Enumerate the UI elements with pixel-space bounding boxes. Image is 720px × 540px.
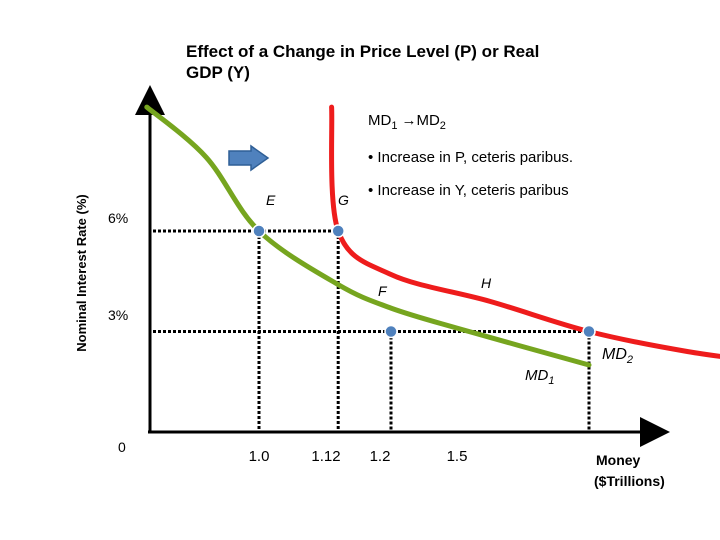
chart-title-line1: Effect of a Change in Price Level (P) or… xyxy=(186,42,540,61)
point-g xyxy=(331,224,345,238)
md1-label-sub: 1 xyxy=(548,375,554,387)
point-e xyxy=(252,224,266,238)
point-label-g: G xyxy=(338,192,349,208)
y-tick-label-0: 0 xyxy=(118,439,126,455)
x-tick-label-1-5: 1.5 xyxy=(447,448,468,465)
point-label-h: H xyxy=(481,275,492,291)
md1-curve-label: MD1 xyxy=(525,367,554,387)
shift-arrow: → xyxy=(401,112,416,129)
bullet-increase-p: • Increase in P, ceteris paribus. xyxy=(368,149,573,166)
x-tick-label-1-2: 1.2 xyxy=(370,448,391,465)
demand-curves xyxy=(144,104,720,368)
point-label-e: E xyxy=(266,192,276,208)
shift-label-md2: MD xyxy=(416,112,439,129)
y-tick-label-3: 3% xyxy=(108,307,128,323)
shift-label-md1: MD xyxy=(368,112,391,129)
shift-label-sub1: 1 xyxy=(391,120,397,132)
shift-arrow-icon xyxy=(228,144,270,172)
bullet-increase-y: • Increase in Y, ceteris paribus xyxy=(368,182,569,199)
point-f xyxy=(384,324,398,339)
x-tick-label-1-0: 1.0 xyxy=(249,448,270,465)
x-axis-label-line2: ($Trillions) xyxy=(594,473,665,489)
x-axis-label-line1: Money xyxy=(596,452,641,468)
md2-curve-label: MD2 xyxy=(602,346,633,366)
shift-label: MD1 →MD2 xyxy=(368,112,446,132)
x-tick-label-1-12: 1.12 xyxy=(311,448,340,465)
equilibrium-points: E G F H xyxy=(252,192,596,339)
md1-curve xyxy=(144,104,592,368)
chart-title: Effect of a Change in Price Level (P) or… xyxy=(186,41,606,83)
md2-label-sub: 2 xyxy=(626,354,633,366)
y-tick-label-6: 6% xyxy=(108,210,128,226)
md2-label-main: MD xyxy=(602,346,627,363)
chart-title-line2: GDP (Y) xyxy=(186,63,250,82)
shift-label-sub2: 2 xyxy=(440,120,446,132)
md1-label-main: MD xyxy=(525,367,548,384)
y-axis-label: Nominal Interest Rate (%) xyxy=(74,194,89,351)
point-label-f: F xyxy=(378,283,388,299)
point-h xyxy=(582,324,596,339)
guide-lines xyxy=(153,229,591,430)
